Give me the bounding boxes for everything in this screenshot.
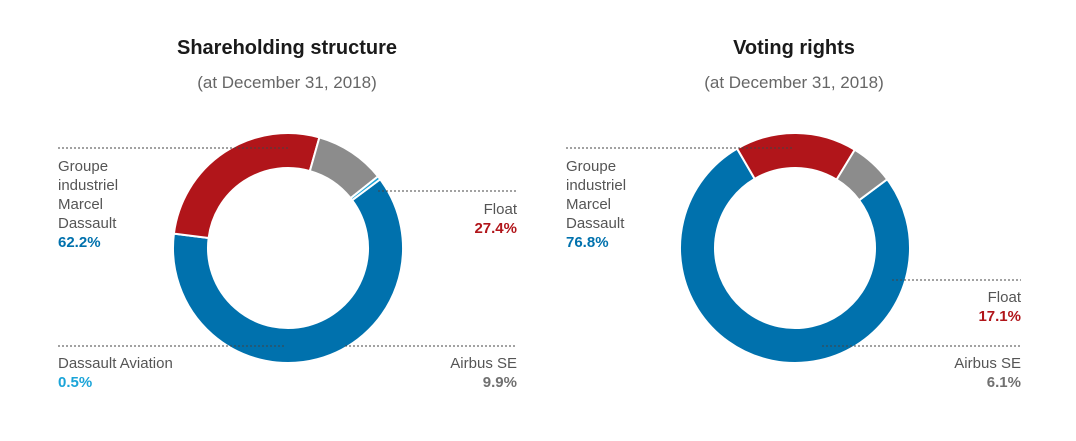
data-label-float: 17.1%: [978, 308, 1021, 325]
legend-label-float: Float 17.1%: [978, 289, 1021, 325]
label-line: Float: [988, 289, 1022, 306]
chart-title: Shareholding structure: [177, 37, 397, 59]
slice-airbus: [835, 148, 889, 202]
slice-dassault-aviation: [349, 174, 382, 202]
donut-voting-rights: [679, 132, 911, 364]
donut-shareholding: [172, 132, 404, 364]
label-line: Marcel: [58, 196, 103, 213]
label-line: Dassault: [58, 215, 117, 232]
legend-label-airbus: Airbus SE 6.1%: [954, 355, 1021, 391]
slice-float: [172, 132, 321, 240]
legend-label-groupe: Groupe industriel Marcel Dassault 76.8%: [566, 158, 626, 251]
label-line: Dassault: [566, 215, 625, 232]
slice-groupe: [172, 177, 404, 364]
label-line: Airbus SE: [954, 355, 1021, 372]
chart-voting-rights: Voting rights (at December 31, 2018) Gro…: [566, 37, 1022, 391]
legend-label-float: Float 27.4%: [474, 201, 517, 237]
data-label-groupe: 76.8%: [566, 234, 609, 251]
chart-subtitle: (at December 31, 2018): [704, 73, 884, 92]
label-line: Groupe: [566, 158, 616, 175]
data-label-groupe: 62.2%: [58, 234, 101, 251]
legend-label-groupe: Groupe industriel Marcel Dassault 62.2%: [58, 158, 118, 251]
data-label-float: 27.4%: [474, 220, 517, 237]
data-label-airbus: 9.9%: [483, 374, 517, 391]
chart-subtitle: (at December 31, 2018): [197, 73, 377, 92]
label-line: Airbus SE: [450, 355, 517, 372]
label-line: industriel: [566, 177, 626, 194]
data-label-airbus: 6.1%: [987, 374, 1021, 391]
slice-float: [735, 132, 857, 182]
chart-title: Voting rights: [733, 37, 855, 59]
slice-groupe: [679, 147, 911, 364]
chart-shareholding: Shareholding structure (at December 31, …: [58, 37, 518, 391]
label-line: industriel: [58, 177, 118, 194]
label-line: Float: [484, 201, 518, 218]
label-line: Marcel: [566, 196, 611, 213]
legend-label-airbus: Airbus SE 9.9%: [450, 355, 517, 391]
legend-label-dassault-aviation: Dassault Aviation 0.5%: [58, 355, 173, 391]
label-line: Dassault Aviation: [58, 355, 173, 372]
label-line: Groupe: [58, 158, 108, 175]
data-label-dassault-aviation: 0.5%: [58, 374, 92, 391]
